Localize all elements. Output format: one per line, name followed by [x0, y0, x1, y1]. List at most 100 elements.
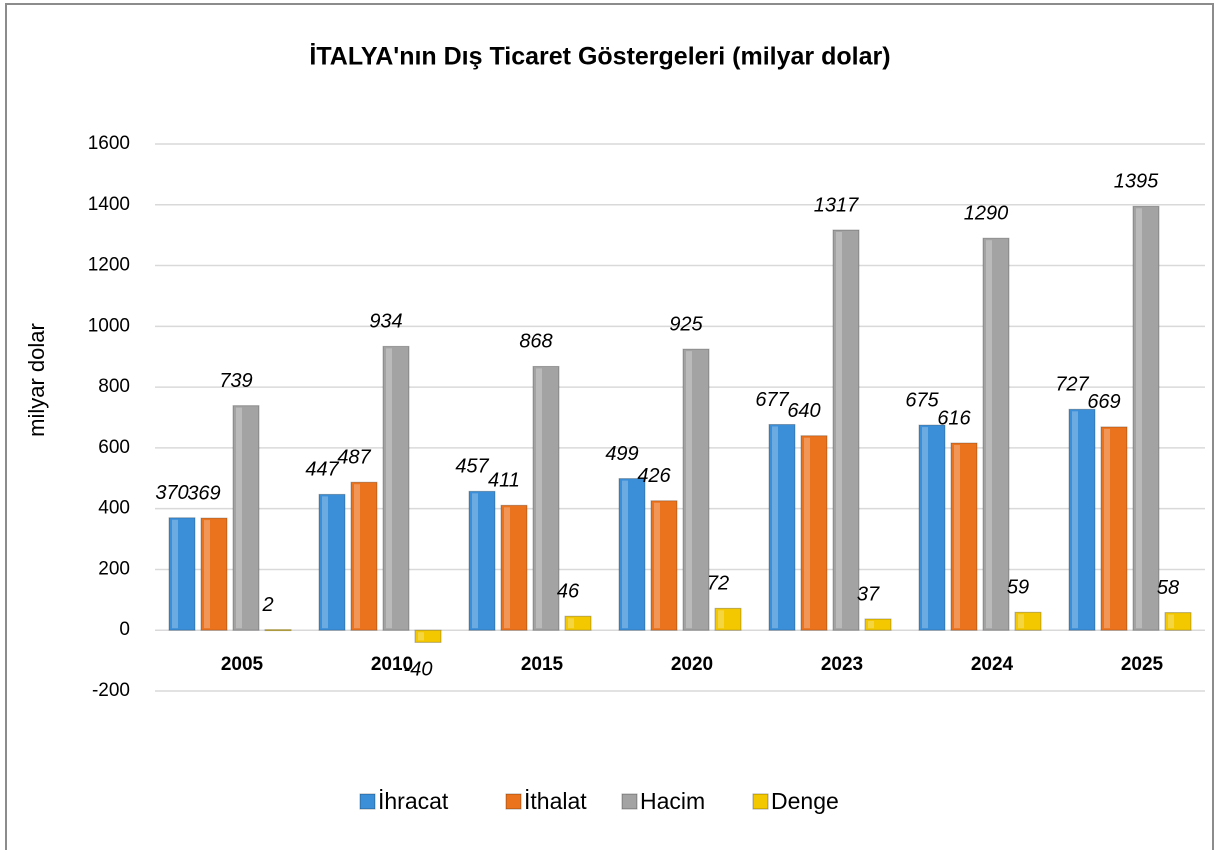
- bar-highlight: [836, 232, 842, 629]
- value-label: 447: [305, 459, 339, 481]
- value-label: 457: [455, 456, 489, 478]
- bar-highlight: [204, 520, 210, 629]
- y-axis-title: milyar dolar: [24, 323, 49, 437]
- chart-border: [5, 3, 1214, 850]
- value-label: 675: [905, 389, 939, 411]
- bar: [264, 629, 292, 632]
- bar-highlight: [868, 620, 874, 629]
- bar: [532, 365, 560, 631]
- bar: [382, 345, 410, 631]
- bar: [950, 442, 978, 631]
- bar: [1164, 612, 1192, 631]
- value-label: 499: [605, 443, 638, 465]
- bar: [650, 500, 678, 631]
- value-label: 1317: [814, 194, 859, 216]
- value-label: 925: [669, 313, 703, 335]
- value-label: 59: [1007, 577, 1029, 599]
- y-tick-label: 400: [98, 498, 130, 519]
- legend-swatch: [359, 793, 376, 810]
- value-label: 369: [187, 482, 220, 504]
- value-label: -40: [404, 659, 433, 681]
- bar: [864, 618, 892, 631]
- bar: [350, 481, 378, 631]
- value-label: 669: [1087, 391, 1120, 413]
- bar: [918, 424, 946, 631]
- bar-highlight: [718, 610, 724, 629]
- value-label: 1290: [964, 202, 1009, 224]
- bar: [1068, 408, 1096, 631]
- bar-highlight: [1168, 614, 1174, 629]
- y-tick-label: 200: [98, 558, 130, 579]
- bar-highlight: [322, 496, 328, 629]
- bar-highlight: [1072, 411, 1078, 629]
- bar-highlight: [472, 493, 478, 629]
- bar-highlight: [772, 426, 778, 629]
- x-tick-label: 2025: [1121, 654, 1164, 675]
- value-label: 727: [1055, 374, 1089, 396]
- value-label: 616: [937, 407, 971, 429]
- y-tick-label: -200: [92, 680, 130, 701]
- bar-highlight: [954, 445, 960, 629]
- value-label: 411: [488, 470, 520, 492]
- bar-highlight: [386, 348, 392, 629]
- value-label: 2: [261, 594, 273, 616]
- value-label: 37: [857, 583, 880, 605]
- bar: [468, 490, 496, 631]
- x-tick-label: 2015: [521, 654, 564, 675]
- legend-swatch: [621, 793, 638, 810]
- y-tick-label: 0: [119, 619, 130, 640]
- bar: [318, 493, 346, 631]
- value-label: 640: [787, 400, 820, 422]
- bar-highlight: [354, 484, 360, 629]
- bar-highlight: [922, 427, 928, 629]
- bar: [768, 423, 796, 631]
- value-label: 72: [707, 573, 729, 595]
- y-tick-label: 1200: [88, 255, 130, 276]
- bar-highlight: [536, 368, 542, 629]
- bar-highlight: [236, 407, 242, 629]
- bar: [714, 607, 742, 631]
- value-label: 46: [557, 581, 580, 603]
- bar-highlight: [686, 351, 692, 629]
- bar: [168, 517, 196, 631]
- x-tick-label: 2020: [671, 654, 713, 675]
- bar: [564, 615, 592, 631]
- value-label: 370: [155, 482, 188, 504]
- legend-label: Denge: [771, 788, 839, 814]
- bar-highlight: [568, 618, 574, 629]
- bar-highlight: [1104, 428, 1110, 629]
- value-label: 934: [369, 311, 402, 333]
- bar: [982, 237, 1010, 631]
- y-tick-label: 1400: [88, 194, 130, 215]
- legend-swatch: [505, 793, 522, 810]
- bar-highlight: [986, 240, 992, 629]
- bar-highlight: [1136, 208, 1142, 629]
- bar: [832, 229, 860, 631]
- bar: [800, 435, 828, 631]
- value-label: 487: [337, 447, 371, 469]
- chart-title: İTALYA'nın Dış Ticaret Göstergeleri (mil…: [309, 43, 890, 71]
- bar: [682, 348, 710, 631]
- legend-label: Hacim: [640, 788, 705, 814]
- x-tick-label: 2005: [221, 654, 264, 675]
- value-label: 1395: [1114, 171, 1159, 193]
- bar-highlight: [1018, 614, 1024, 629]
- bar: [1100, 426, 1128, 631]
- value-label: 58: [1157, 577, 1179, 599]
- legend-label: İhracat: [378, 788, 449, 814]
- bar: [200, 517, 228, 631]
- bar-highlight: [804, 437, 810, 629]
- value-label: 426: [637, 465, 671, 487]
- bar: [618, 478, 646, 631]
- legend-swatch: [752, 793, 769, 810]
- bar: [232, 405, 260, 631]
- y-tick-label: 800: [98, 376, 130, 397]
- value-label: 677: [755, 389, 789, 411]
- x-tick-label: 2023: [821, 654, 863, 675]
- bar-highlight: [622, 480, 628, 629]
- legend-label: İthalat: [524, 788, 587, 814]
- bar: [1014, 611, 1042, 631]
- bar: [1132, 205, 1160, 631]
- y-tick-label: 1600: [88, 133, 130, 154]
